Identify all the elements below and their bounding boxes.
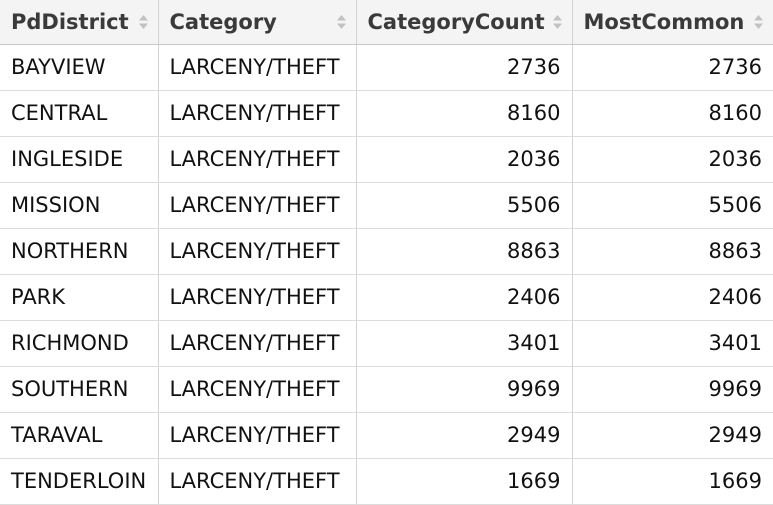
cell-pddistrict: CENTRAL (0, 90, 159, 137)
cell-categorycount: 2736 (356, 44, 573, 91)
cell-categorycount: 2406 (356, 274, 573, 321)
cell-category: LARCENY/THEFT (158, 458, 357, 505)
column-header-category[interactable]: Category (158, 0, 357, 45)
cell-pddistrict: BAYVIEW (0, 44, 159, 91)
cell-categorycount: 9969 (356, 366, 573, 413)
sort-updown-icon[interactable] (138, 14, 149, 30)
cell-categorycount: 2949 (356, 412, 573, 459)
cell-mostcommon: 2406 (572, 274, 773, 321)
table-row: RICHMOND LARCENY/THEFT 3401 3401 (0, 320, 773, 367)
column-header-categorycount[interactable]: CategoryCount (356, 0, 573, 45)
header-row: PdDistrict Category CategoryCount (0, 0, 773, 45)
column-header-label: CategoryCount (367, 9, 545, 34)
cell-pddistrict: TENDERLOIN (0, 458, 159, 505)
table-row: PARK LARCENY/THEFT 2406 2406 (0, 274, 773, 321)
cell-pddistrict: RICHMOND (0, 320, 159, 367)
cell-mostcommon: 3401 (572, 320, 773, 367)
column-header-pddistrict[interactable]: PdDistrict (0, 0, 159, 45)
table-row: SOUTHERN LARCENY/THEFT 9969 9969 (0, 366, 773, 413)
cell-pddistrict: MISSION (0, 182, 159, 229)
cell-mostcommon: 1669 (572, 458, 773, 505)
cell-mostcommon: 8863 (572, 228, 773, 275)
table-row: NORTHERN LARCENY/THEFT 8863 8863 (0, 228, 773, 275)
cell-mostcommon: 2036 (572, 136, 773, 183)
cell-category: LARCENY/THEFT (158, 412, 357, 459)
table-row: TARAVAL LARCENY/THEFT 2949 2949 (0, 412, 773, 459)
cell-category: LARCENY/THEFT (158, 228, 357, 275)
column-header-label: PdDistrict (11, 9, 129, 34)
cell-mostcommon: 2949 (572, 412, 773, 459)
cell-category: LARCENY/THEFT (158, 274, 357, 321)
cell-category: LARCENY/THEFT (158, 366, 357, 413)
cell-category: LARCENY/THEFT (158, 136, 357, 183)
column-header-mostcommon[interactable]: MostCommon (572, 0, 773, 45)
cell-categorycount: 8863 (356, 228, 573, 275)
cell-category: LARCENY/THEFT (158, 90, 357, 137)
cell-pddistrict: PARK (0, 274, 159, 321)
table-row: CENTRAL LARCENY/THEFT 8160 8160 (0, 90, 773, 137)
table-row: TENDERLOIN LARCENY/THEFT 1669 1669 (0, 458, 773, 505)
table-body: BAYVIEW LARCENY/THEFT 2736 2736 CENTRAL … (0, 44, 773, 505)
cell-categorycount: 8160 (356, 90, 573, 137)
sort-updown-icon[interactable] (336, 14, 347, 30)
cell-categorycount: 5506 (356, 182, 573, 229)
cell-mostcommon: 5506 (572, 182, 773, 229)
column-header-label: MostCommon (583, 9, 745, 34)
cell-pddistrict: SOUTHERN (0, 366, 159, 413)
cell-categorycount: 3401 (356, 320, 573, 367)
cell-pddistrict: NORTHERN (0, 228, 159, 275)
table-row: INGLESIDE LARCENY/THEFT 2036 2036 (0, 136, 773, 183)
cell-category: LARCENY/THEFT (158, 320, 357, 367)
cell-categorycount: 2036 (356, 136, 573, 183)
cell-mostcommon: 2736 (572, 44, 773, 91)
sort-updown-icon[interactable] (552, 14, 563, 30)
cell-pddistrict: TARAVAL (0, 412, 159, 459)
table-row: BAYVIEW LARCENY/THEFT 2736 2736 (0, 44, 773, 91)
column-header-label: Category (169, 9, 277, 34)
cell-pddistrict: INGLESIDE (0, 136, 159, 183)
cell-categorycount: 1669 (356, 458, 573, 505)
sort-updown-icon[interactable] (753, 14, 764, 30)
table-row: MISSION LARCENY/THEFT 5506 5506 (0, 182, 773, 229)
table-header: PdDistrict Category CategoryCount (0, 0, 773, 45)
cell-category: LARCENY/THEFT (158, 182, 357, 229)
cell-mostcommon: 8160 (572, 90, 773, 137)
cell-mostcommon: 9969 (572, 366, 773, 413)
cell-category: LARCENY/THEFT (158, 44, 357, 91)
